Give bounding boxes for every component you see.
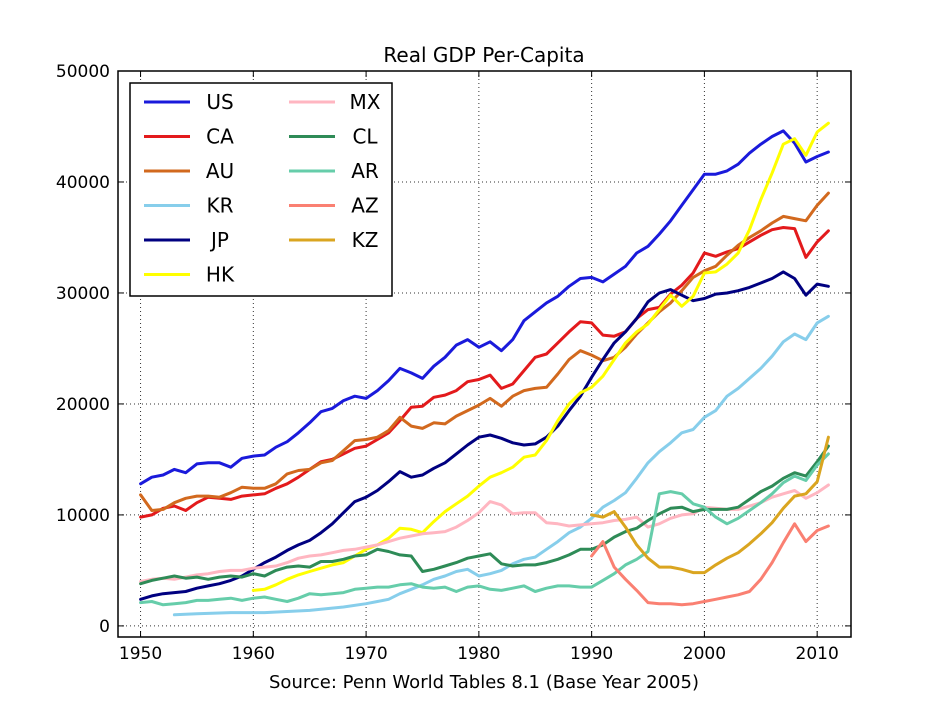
legend-label-cl: CL — [352, 125, 378, 149]
x-tick-label: 1990 — [570, 644, 613, 664]
series-line-kr — [172, 314, 830, 617]
legend-label-jp: JP — [209, 228, 229, 252]
x-tick-label: 1980 — [457, 644, 500, 664]
series-line-ca — [139, 226, 830, 519]
x-tick-label: 1960 — [232, 644, 275, 664]
series-line-cl — [139, 444, 830, 586]
y-tick-label: 0 — [99, 617, 110, 637]
series-line-kz — [590, 435, 830, 575]
legend-label-mx: MX — [350, 90, 381, 114]
series-lines — [139, 121, 830, 617]
x-tick-label: 2010 — [796, 644, 839, 664]
y-tick-label: 50000 — [56, 62, 110, 82]
series-line-hk — [251, 121, 830, 592]
axis-ticks: 1950 1960 1970 1980 1990 2000 2010 0 10000 20000 3… — [56, 62, 851, 664]
x-tick-label: 1950 — [119, 644, 162, 664]
chart-title: Real GDP Per-Capita — [383, 43, 584, 67]
plot-frame — [117, 70, 852, 638]
series-line-ar — [139, 452, 830, 607]
x-tick-label: 1970 — [344, 644, 387, 664]
legend-label-ca: CA — [206, 125, 234, 149]
series-line-az — [590, 522, 830, 607]
series-line-au — [139, 191, 830, 512]
legend-label-kr: KR — [206, 194, 233, 218]
y-tick-label: 40000 — [56, 173, 110, 193]
legend-label-au: AU — [206, 159, 234, 183]
legend-label-ar: AR — [351, 159, 379, 183]
x-axis-label: Source: Penn World Tables 8.1 (Base Year… — [269, 672, 699, 693]
legend-label-az: AZ — [351, 194, 378, 218]
y-tick-label: 20000 — [56, 395, 110, 415]
legend-label-hk: HK — [206, 263, 235, 287]
y-tick-label: 10000 — [56, 506, 110, 526]
legend-box — [129, 82, 393, 297]
x-tick-label: 2000 — [683, 644, 726, 664]
series-line-us — [139, 129, 830, 486]
y-tick-label: 30000 — [56, 284, 110, 304]
legend-label-us: US — [206, 90, 233, 114]
legend: US CA AU KR JP HK MX CL AR AZ KZ — [129, 82, 393, 297]
legend-label-kz: KZ — [352, 228, 379, 252]
